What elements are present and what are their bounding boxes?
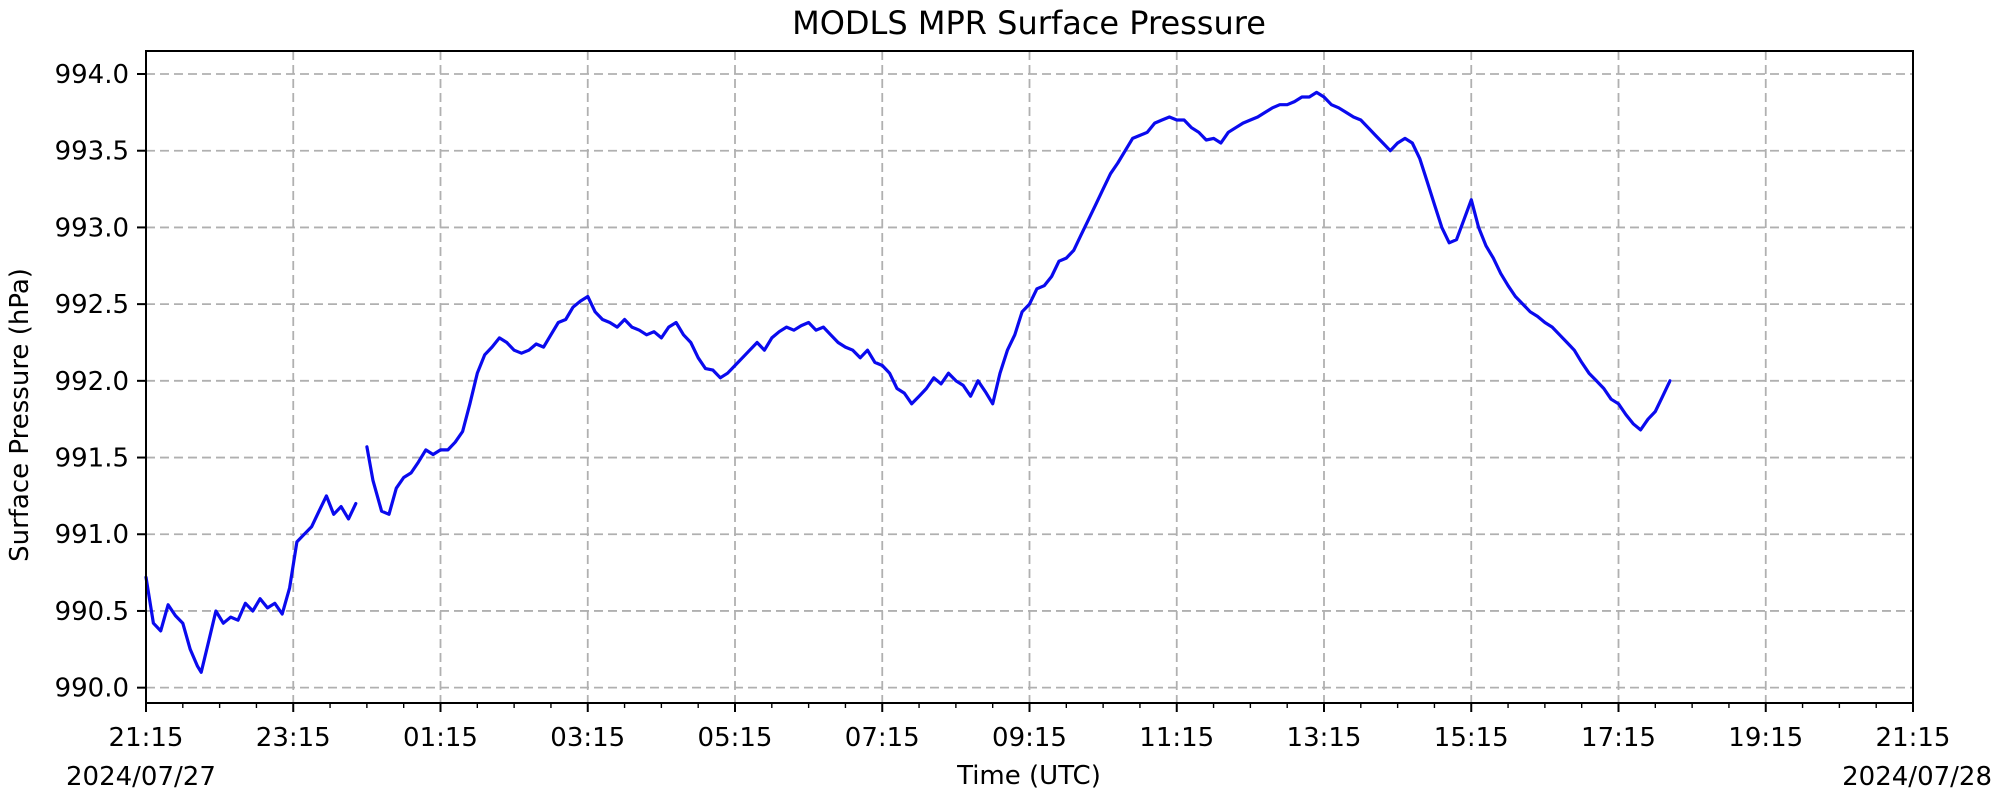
x-tick-label: 07:15: [845, 723, 920, 753]
y-tick-label: 994.0: [55, 60, 129, 90]
y-tick-label: 992.5: [55, 290, 129, 320]
x-tick-label: 19:15: [1728, 723, 1803, 753]
grid: [145, 51, 1914, 703]
y-tick-label: 990.0: [55, 674, 129, 704]
chart-title: MODLS MPR Surface Pressure: [792, 4, 1266, 42]
y-tick-label: 993.0: [55, 213, 129, 243]
x-date-label-end: 2024/07/28: [1842, 762, 1992, 792]
x-tick-label: 15:15: [1434, 723, 1509, 753]
y-tick-label: 993.5: [55, 137, 129, 167]
y-tick-label: 991.0: [55, 520, 129, 550]
x-axis-label: Time (UTC): [956, 761, 1101, 791]
x-tick-label: 11:15: [1139, 723, 1214, 753]
y-tick-label: 991.5: [55, 444, 129, 474]
series-line-segment: [144, 494, 358, 674]
x-tick-label: 21:15: [1876, 723, 1951, 753]
x-tick-label: 05:15: [698, 723, 773, 753]
x-date-label-start: 2024/07/27: [66, 762, 216, 792]
x-tick-label: 03:15: [550, 723, 625, 753]
y-tick-label: 990.5: [55, 597, 129, 627]
y-axis-label: Surface Pressure (hPa): [5, 268, 35, 562]
x-tick-label: 21:15: [109, 723, 184, 753]
x-tick-label: 01:15: [403, 723, 478, 753]
y-tick-label: 992.0: [55, 367, 129, 397]
series-pressure: [144, 90, 1672, 674]
x-tick-label: 23:15: [256, 723, 331, 753]
x-tick-label: 13:15: [1287, 723, 1362, 753]
axis-ticks: 21:15 23:15 01:15 03:15 05:15 07:15 09:15 11:15…: [55, 60, 1951, 753]
series-line-segment: [365, 90, 1672, 516]
x-tick-label: 17:15: [1581, 723, 1656, 753]
x-tick-label: 09:15: [992, 723, 1067, 753]
